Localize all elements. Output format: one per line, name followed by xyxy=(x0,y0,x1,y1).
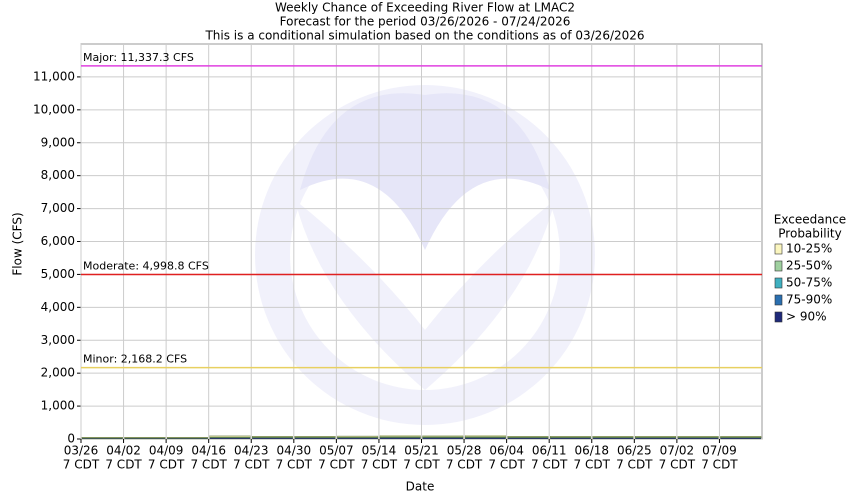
x-tick-sublabel: 7 CDT xyxy=(616,458,653,472)
y-tick-label: 4,000 xyxy=(41,300,75,314)
bar-segment xyxy=(81,437,123,438)
x-tick-label: 04/16 xyxy=(191,444,226,458)
y-tick-label: 11,000 xyxy=(33,69,75,83)
y-tick-label: 10,000 xyxy=(33,102,75,116)
x-tick-label: 05/21 xyxy=(404,444,439,458)
x-tick-label: 05/28 xyxy=(447,444,482,458)
x-tick-sublabel: 7 CDT xyxy=(403,458,440,472)
x-tick-label: 04/02 xyxy=(106,444,141,458)
y-tick-label: 9,000 xyxy=(41,135,75,149)
x-tick-label: 04/23 xyxy=(234,444,269,458)
x-tick-sublabel: 7 CDT xyxy=(148,458,185,472)
bar-segment xyxy=(166,437,208,438)
bar-segment xyxy=(422,435,464,437)
x-tick-label: 03/26 xyxy=(64,444,99,458)
x-tick-label: 07/02 xyxy=(660,444,695,458)
bar-segment xyxy=(720,436,762,437)
legend-swatch xyxy=(774,243,783,255)
x-tick-sublabel: 7 CDT xyxy=(276,458,313,472)
x-tick-sublabel: 7 CDT xyxy=(659,458,696,472)
x-tick-label: 04/09 xyxy=(149,444,184,458)
bar-segment xyxy=(209,435,251,437)
y-tick-label: 2,000 xyxy=(41,366,75,380)
x-tick-sublabel: 7 CDT xyxy=(190,458,227,472)
y-tick-label: 5,000 xyxy=(41,267,75,281)
x-tick-label: 05/14 xyxy=(362,444,397,458)
x-tick-label: 06/11 xyxy=(532,444,567,458)
legend-title: Probability xyxy=(778,227,841,241)
bar-segment xyxy=(379,435,421,437)
y-axis-label: Flow (CFS) xyxy=(11,212,25,275)
legend-label: 10-25% xyxy=(786,242,832,256)
legend-label: 75-90% xyxy=(786,293,832,307)
title: Weekly Chance of Exceeding River Flow at… xyxy=(275,1,575,15)
legend-swatch xyxy=(774,311,783,323)
x-axis-label: Date xyxy=(406,480,435,494)
subtitle: Forecast for the period 03/26/2026 - 07/… xyxy=(280,15,571,29)
bar-segment xyxy=(464,435,506,437)
bar-segment xyxy=(635,436,677,437)
y-tick-label: 0 xyxy=(67,432,75,446)
legend-label: 25-50% xyxy=(786,259,832,273)
bar-segment xyxy=(550,436,591,437)
x-tick-label: 07/09 xyxy=(702,444,737,458)
x-tick-sublabel: 7 CDT xyxy=(318,458,355,472)
x-tick-sublabel: 7 CDT xyxy=(63,458,100,472)
threshold-label: Major: 11,337.3 CFS xyxy=(83,51,194,64)
x-tick-sublabel: 7 CDT xyxy=(701,458,738,472)
legend-label: 50-75% xyxy=(786,276,832,290)
bar-segment xyxy=(507,436,549,437)
legend-swatch xyxy=(774,294,783,306)
y-tick-label: 6,000 xyxy=(41,234,75,248)
x-tick-label: 06/04 xyxy=(489,444,524,458)
noaa-watermark xyxy=(255,85,595,425)
threshold-label: Moderate: 4,998.8 CFS xyxy=(83,259,209,272)
legend-title: Exceedance xyxy=(774,213,846,227)
legend-swatch xyxy=(774,260,783,272)
x-tick-label: 05/07 xyxy=(319,444,354,458)
x-tick-label: 06/18 xyxy=(574,444,609,458)
x-tick-sublabel: 7 CDT xyxy=(233,458,270,472)
legend-label: > 90% xyxy=(786,310,827,324)
y-tick-label: 3,000 xyxy=(41,333,75,347)
bar-segment xyxy=(252,436,293,437)
y-tick-label: 7,000 xyxy=(41,201,75,215)
x-tick-label: 04/30 xyxy=(277,444,312,458)
y-tick-label: 1,000 xyxy=(41,399,75,413)
x-tick-sublabel: 7 CDT xyxy=(446,458,483,472)
bar-segment xyxy=(592,436,634,437)
x-tick-sublabel: 7 CDT xyxy=(531,458,568,472)
y-tick-label: 8,000 xyxy=(41,168,75,182)
x-tick-sublabel: 7 CDT xyxy=(105,458,142,472)
subtitle: This is a conditional simulation based o… xyxy=(204,29,644,43)
bar-segment xyxy=(294,436,336,437)
x-tick-sublabel: 7 CDT xyxy=(488,458,525,472)
x-tick-sublabel: 7 CDT xyxy=(361,458,398,472)
threshold-label: Minor: 2,168.2 CFS xyxy=(83,353,187,366)
bar-segment xyxy=(124,437,166,438)
bar-segment xyxy=(677,436,719,437)
x-tick-label: 06/25 xyxy=(617,444,652,458)
bar-segment xyxy=(337,435,379,437)
legend-swatch xyxy=(774,277,783,289)
x-tick-sublabel: 7 CDT xyxy=(574,458,611,472)
